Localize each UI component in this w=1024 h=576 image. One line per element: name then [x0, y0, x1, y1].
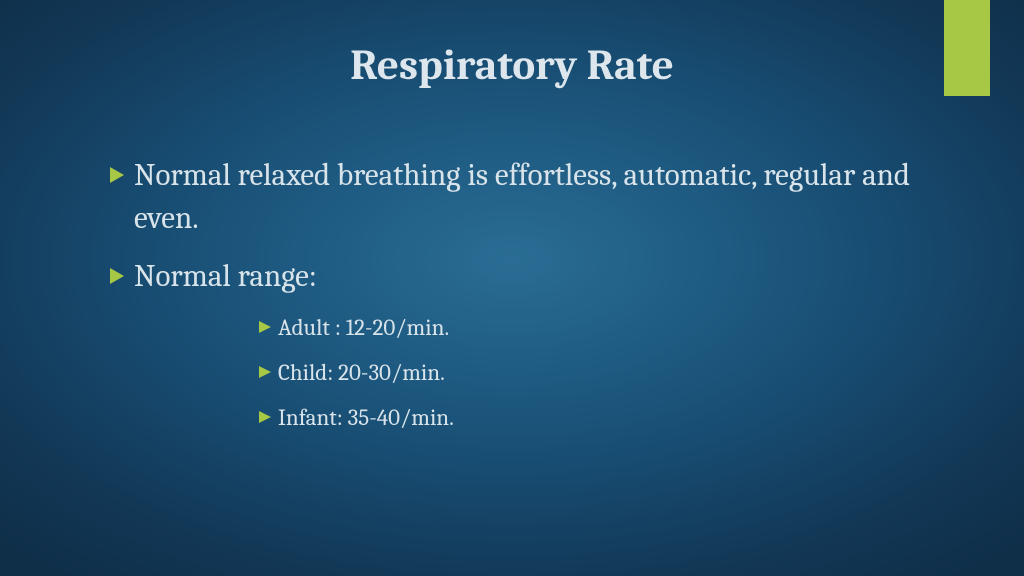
slide-title: Respiratory Rate	[0, 40, 1024, 90]
triangle-icon	[258, 320, 272, 334]
sub-bullet-text: Child: 20-30/min.	[278, 357, 445, 388]
bullet-text: Normal range:	[134, 255, 944, 298]
slide: Respiratory Rate Normal relaxed breathin…	[0, 0, 1024, 576]
triangle-icon	[258, 365, 272, 379]
bullet-item: Normal range:	[108, 255, 944, 298]
triangle-icon	[108, 267, 126, 285]
sub-bullet-text: Infant: 35-40/min.	[278, 402, 454, 433]
sub-bullet-list: Adult : 12-20/min. Child: 20-30/min. Inf…	[258, 312, 944, 433]
sub-bullet-item: Adult : 12-20/min.	[258, 312, 944, 343]
bullet-text: Normal relaxed breathing is effortless, …	[134, 154, 944, 241]
triangle-icon	[258, 410, 272, 424]
bullet-item: Normal relaxed breathing is effortless, …	[108, 154, 944, 241]
sub-bullet-item: Infant: 35-40/min.	[258, 402, 944, 433]
sub-bullet-item: Child: 20-30/min.	[258, 357, 944, 388]
sub-bullet-text: Adult : 12-20/min.	[278, 312, 449, 343]
triangle-icon	[108, 166, 126, 184]
content-area: Normal relaxed breathing is effortless, …	[108, 154, 944, 447]
